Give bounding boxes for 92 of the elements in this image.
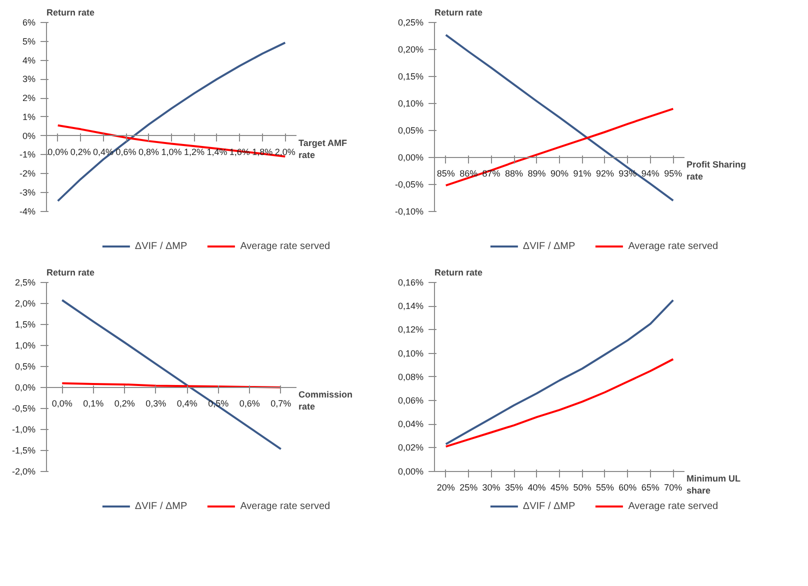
y-tick-label: 1% [22, 112, 36, 122]
y-axis-title: Return rate [434, 8, 483, 18]
x-tick-label: 0,3% [146, 398, 166, 408]
x-tick-label: 40% [528, 482, 546, 492]
x-tick-label: 50% [573, 482, 592, 492]
y-tick-label: -0,10% [394, 206, 424, 216]
y-tick-label: 0,00% [398, 152, 424, 162]
y-tick-label: 0,12% [398, 324, 424, 335]
x-tick-label: 85% [436, 168, 455, 178]
legend-label: ΔVIF / ΔMP [134, 500, 188, 512]
x-tick-label: 88% [505, 168, 524, 178]
y-tick-label: -1,5% [12, 445, 36, 456]
y-tick-label: 0,14% [398, 301, 424, 312]
legend-label: Average rate served [240, 500, 330, 512]
y-tick-label: 0,15% [398, 71, 424, 82]
y-tick-label: 0,20% [398, 44, 424, 54]
x-tick-label: 70% [664, 482, 682, 492]
y-axis-title: Return rate [46, 8, 95, 18]
x-tick-label: 0,2% [114, 398, 135, 408]
x-tick-label: 20% [436, 482, 455, 492]
y-axis-title: Return rate [46, 268, 95, 278]
legend-label: ΔVIF / ΔMP [522, 240, 576, 252]
y-tick-label: 5% [22, 36, 36, 46]
x-axis-title: Target AMF rate [298, 138, 348, 160]
x-tick-label: 0,1% [83, 398, 104, 408]
y-tick-label: 4% [22, 55, 36, 66]
y-tick-label: 0,05% [398, 125, 424, 136]
x-tick-label: 60% [618, 482, 637, 492]
x-tick-label: 94% [641, 168, 660, 178]
x-tick-label: 90% [550, 168, 569, 178]
x-tick-label: 1,0% [161, 146, 182, 157]
y-tick-label: 0,0% [14, 382, 36, 392]
legend-label: ΔVIF / ΔMP [522, 500, 576, 512]
y-tick-label: -0,05% [394, 179, 424, 190]
x-axis-title: Profit Sharing rate [686, 159, 746, 182]
x-tick-label: 1,2% [184, 146, 204, 157]
y-tick-label: 6% [22, 18, 36, 28]
y-axis-title: Return rate [434, 268, 483, 278]
x-tick-label: 0,0% [48, 146, 68, 157]
x-tick-label: 65% [641, 482, 660, 492]
y-tick-label: 0,25% [398, 18, 424, 28]
y-tick-label: 0,02% [398, 442, 424, 453]
y-tick-label: -1% [19, 150, 36, 160]
x-tick-label: 45% [550, 482, 569, 492]
y-tick-label: 3% [22, 74, 36, 84]
x-tick-label: 2,0% [274, 146, 296, 157]
y-tick-label: -0,5% [12, 403, 36, 414]
x-tick-label: 35% [505, 482, 524, 492]
y-tick-label: 0% [22, 130, 36, 141]
legend-label: Average rate served [628, 500, 718, 512]
x-tick-label: 25% [460, 482, 478, 492]
x-tick-label: 91% [573, 168, 592, 178]
x-tick-label: 0,4% [93, 146, 114, 157]
y-tick-label: -2% [19, 168, 36, 179]
x-tick-label: 1,4% [206, 146, 228, 157]
x-tick-label: 0,4% [176, 398, 198, 408]
x-tick-label: 0,2% [70, 146, 91, 157]
legend-label: ΔVIF / ΔMP [134, 240, 188, 252]
y-tick-label: 0,08% [398, 372, 424, 382]
x-tick-label: 0,6% [239, 398, 260, 408]
y-tick-label: 2,0% [14, 298, 36, 308]
x-tick-label: 0,7% [270, 398, 292, 408]
y-tick-label: 0,10% [398, 98, 424, 108]
y-tick-label: 1,5% [14, 319, 36, 330]
x-tick-label: 0,0% [52, 398, 72, 408]
y-tick-label: 0,00% [398, 466, 424, 476]
y-tick-label: 2% [22, 93, 36, 104]
legend-label: Average rate served [628, 240, 718, 252]
x-tick-label: 55% [596, 482, 614, 492]
x-tick-label: 0,6% [116, 146, 136, 157]
x-tick-label: 92% [596, 168, 614, 178]
y-tick-label: 0,10% [398, 348, 424, 358]
y-tick-label: 0,5% [14, 361, 36, 372]
y-tick-label: -1,0% [12, 424, 36, 434]
x-axis-title: Minimum UL share [686, 473, 741, 496]
x-tick-label: 87% [482, 168, 500, 178]
x-tick-label: 95% [664, 168, 682, 178]
x-tick-label: 0,8% [138, 146, 160, 157]
x-tick-label: 89% [528, 168, 546, 178]
y-tick-label: 2,5% [14, 278, 36, 288]
y-tick-label: -3% [19, 187, 36, 198]
y-tick-label: 1,0% [14, 340, 36, 350]
x-tick-label: 93% [618, 168, 637, 178]
x-axis-title: Commission rate [298, 389, 353, 412]
y-tick-label: 0,06% [398, 396, 424, 406]
y-tick-label: 0,16% [398, 278, 424, 288]
x-tick-label: 86% [460, 168, 478, 178]
legend-label: Average rate served [240, 240, 330, 252]
y-tick-label: -2,0% [12, 466, 36, 476]
x-tick-label: 30% [482, 482, 500, 492]
y-tick-label: 0,04% [398, 419, 424, 430]
y-tick-label: -4% [19, 206, 36, 216]
